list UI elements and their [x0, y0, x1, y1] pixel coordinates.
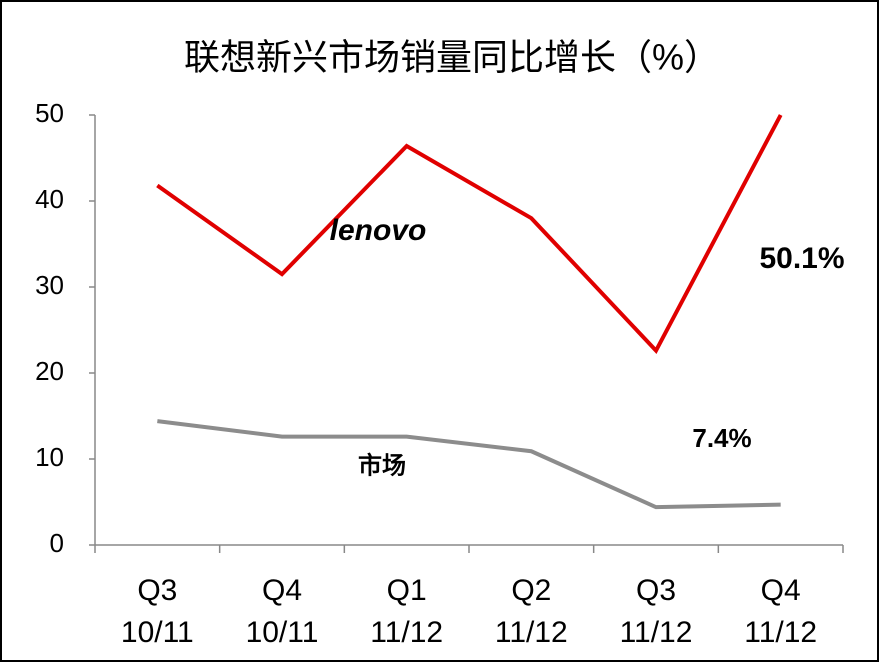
chart-title: 联想新兴市场销量同比增长（%） — [184, 37, 720, 78]
x-tick-label: 11/12 — [370, 616, 443, 649]
y-tick-label: 20 — [35, 356, 64, 386]
y-tick-label: 30 — [35, 270, 64, 300]
series-label: 市场 — [358, 451, 406, 479]
x-tick-label: 11/12 — [620, 616, 693, 649]
y-tick-label: 50 — [35, 98, 64, 128]
x-tick-label: 11/12 — [744, 616, 817, 649]
y-tick-label: 10 — [35, 442, 64, 472]
annotation: 50.1% — [759, 242, 844, 275]
x-tick-label: Q3 — [137, 574, 177, 607]
x-tick-label: Q4 — [262, 574, 302, 607]
x-tick-label: 11/12 — [495, 616, 568, 649]
series-line — [157, 419, 781, 510]
annotation: 7.4% — [692, 423, 751, 453]
series-line — [156, 114, 783, 355]
x-tick-label: 10/11 — [121, 616, 194, 649]
x-tick-label: Q4 — [761, 574, 801, 607]
x-tick-label: Q3 — [636, 574, 676, 607]
series-label: lenovo — [330, 214, 427, 247]
x-tick-label: Q2 — [511, 574, 551, 607]
x-tick-label: Q1 — [387, 574, 427, 607]
x-tick-label: 10/11 — [246, 616, 319, 649]
y-tick-label: 0 — [50, 528, 64, 558]
y-tick-label: 40 — [35, 184, 64, 214]
